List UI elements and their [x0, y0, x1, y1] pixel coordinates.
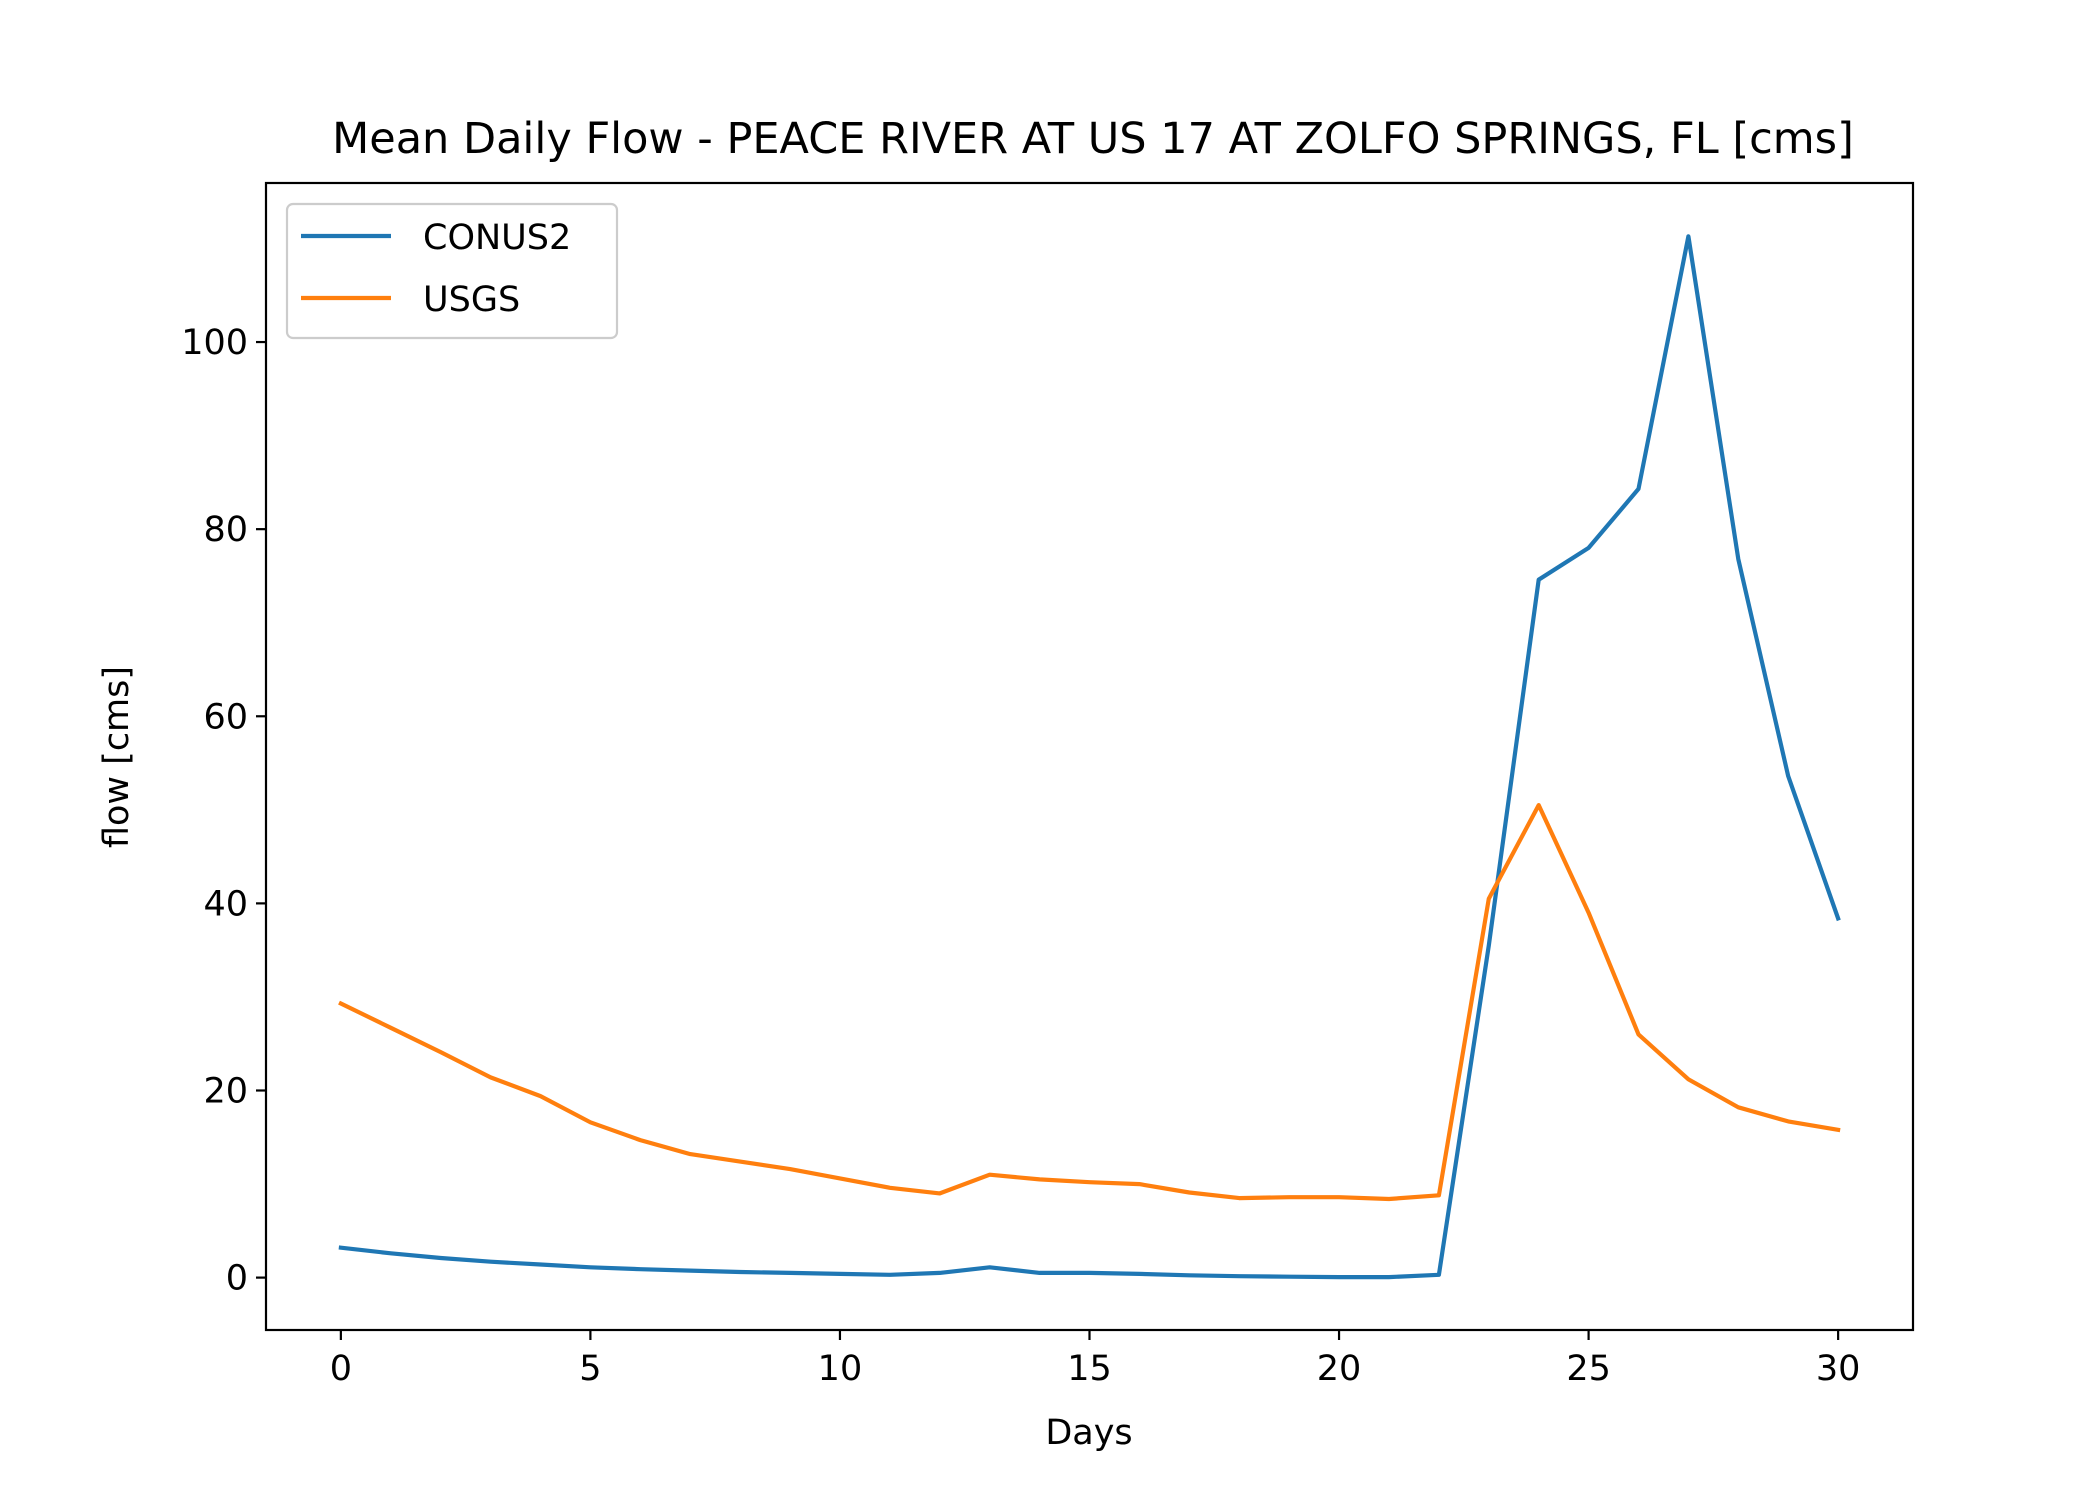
- series-line-usgs: [338, 802, 1841, 1202]
- plot-frame: [264, 181, 1915, 1332]
- x-axis-label: Days: [1045, 1413, 1132, 1453]
- axis-ticks: 0 5 10 15 20 25 30 0 20 40 60 80 100: [181, 323, 1860, 1389]
- legend-label-usgs: USGS: [423, 280, 520, 320]
- x-tick-label: 25: [1566, 1349, 1611, 1389]
- y-tick-label: 0: [226, 1259, 248, 1299]
- x-tick-label: 20: [1317, 1349, 1362, 1389]
- plot-area: [338, 234, 1841, 1280]
- y-tick-label: 80: [203, 510, 248, 550]
- y-tick-label: 60: [203, 697, 248, 737]
- chart-title: Mean Daily Flow - PEACE RIVER AT US 17 A…: [332, 114, 1854, 164]
- x-tick-label: 10: [818, 1349, 863, 1389]
- x-tick-label: 5: [579, 1349, 601, 1389]
- x-tick-label: 30: [1816, 1349, 1861, 1389]
- y-tick-label: 20: [203, 1071, 248, 1111]
- x-tick-label: 15: [1067, 1349, 1112, 1389]
- x-tick-label: 0: [330, 1349, 352, 1389]
- legend: CONUS2 USGS: [285, 202, 619, 340]
- y-axis-label: flow [cms]: [97, 666, 137, 848]
- y-tick-label: 100: [181, 323, 248, 363]
- legend-label-conus2: CONUS2: [423, 218, 571, 258]
- series-line-conus2: [338, 234, 1841, 1280]
- y-tick-label: 40: [203, 884, 248, 924]
